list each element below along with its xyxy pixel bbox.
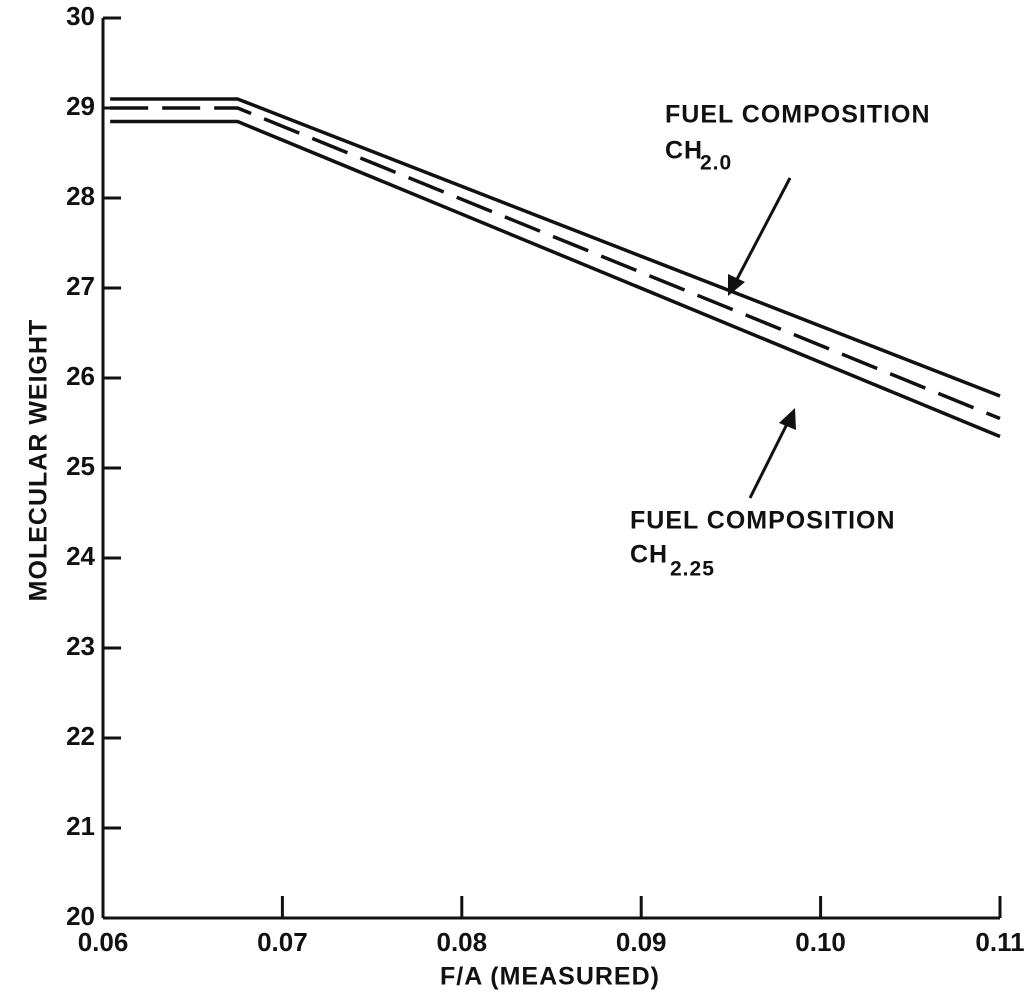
data-line [110, 119, 1001, 439]
y-tick-label: 25 [66, 451, 95, 481]
y-tick-label: 22 [66, 721, 95, 751]
arrow [748, 421, 790, 499]
x-tick-label: 0.06 [78, 927, 129, 957]
annotation-subscript: 2.0 [700, 152, 732, 175]
arrow-head [779, 408, 796, 430]
annotation: FUEL COMPOSITION [665, 101, 931, 129]
annotation-subscript: 2.25 [670, 558, 715, 581]
x-tick-label: 0.08 [436, 927, 487, 957]
y-tick-label: 26 [66, 361, 95, 391]
y-tick-label: 21 [66, 811, 95, 841]
y-tick-label: 27 [66, 271, 95, 301]
x-tick-label: 0.09 [616, 927, 667, 957]
x-tick-label: 0.07 [257, 927, 308, 957]
annotation: FUEL COMPOSITION [630, 507, 896, 535]
data-line [110, 106, 1001, 421]
y-tick-label: 30 [66, 1, 95, 31]
y-tick-label: 24 [66, 541, 95, 571]
x-tick-label: 0.10 [795, 927, 846, 957]
y-axis-label: MOLECULAR WEIGHT [25, 319, 53, 602]
y-tick-label: 20 [66, 901, 95, 931]
data-line [110, 97, 1001, 398]
y-tick-label: 28 [66, 181, 95, 211]
annotation: CH [630, 541, 668, 569]
y-tick-label: 29 [66, 91, 95, 121]
annotation: CH [665, 137, 703, 165]
x-tick-label: 0.11 [975, 927, 1024, 957]
x-axis-label: F/A (MEASURED) [440, 963, 660, 991]
y-tick-label: 23 [66, 631, 95, 661]
arrow [733, 177, 792, 284]
